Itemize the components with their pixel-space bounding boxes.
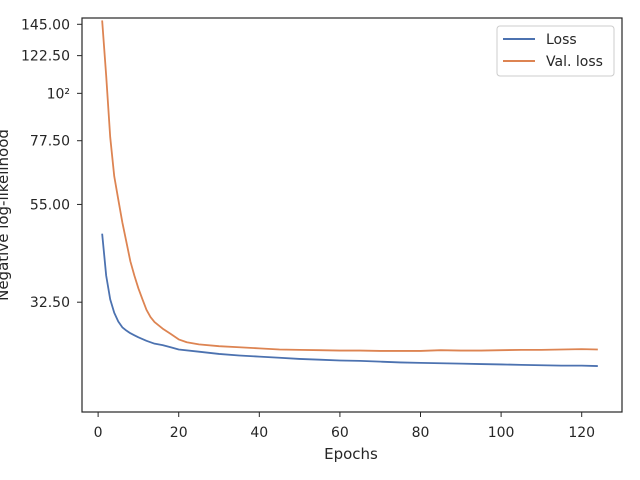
plot-area: 0 20 40 60 80 100 120 32.50 55.00 77.50 10² 122.50… [21, 17, 623, 441]
y-tick-label: 55.00 [30, 197, 70, 213]
x-tick-label: 40 [250, 425, 268, 441]
y-tick-label: 145.00 [21, 17, 70, 33]
series-layer [101, 20, 598, 367]
series-line-loss [101, 233, 598, 367]
x-tick-label: 60 [331, 425, 349, 441]
series-line-val-loss [101, 20, 598, 352]
y-tick-label: 10² [47, 86, 70, 102]
x-axis-label: Epochs [324, 445, 378, 463]
y-tick-label: 32.50 [30, 295, 70, 311]
y-axis: 32.50 55.00 77.50 10² 122.50 145.00 [21, 17, 82, 311]
legend: Loss Val. loss [496, 25, 615, 77]
y-axis-label: Negative log-likelihood [0, 129, 12, 301]
x-tick-label: 80 [412, 425, 430, 441]
y-tick-label: 122.50 [21, 49, 70, 65]
x-tick-label: 20 [170, 425, 188, 441]
legend-label-loss: Loss [546, 32, 577, 48]
x-tick-label: 0 [94, 425, 103, 441]
x-axis: 0 20 40 60 80 100 120 [94, 412, 595, 441]
y-tick-label: 77.50 [30, 134, 70, 150]
legend-label-val-loss: Val. loss [546, 54, 603, 70]
x-tick-label: 120 [568, 425, 595, 441]
plot-frame [81, 17, 623, 413]
x-tick-label: 100 [488, 425, 515, 441]
